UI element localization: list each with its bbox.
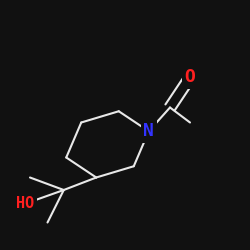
Text: O: O [184,68,196,86]
Text: N: N [143,122,154,140]
Text: HO: HO [16,196,34,211]
